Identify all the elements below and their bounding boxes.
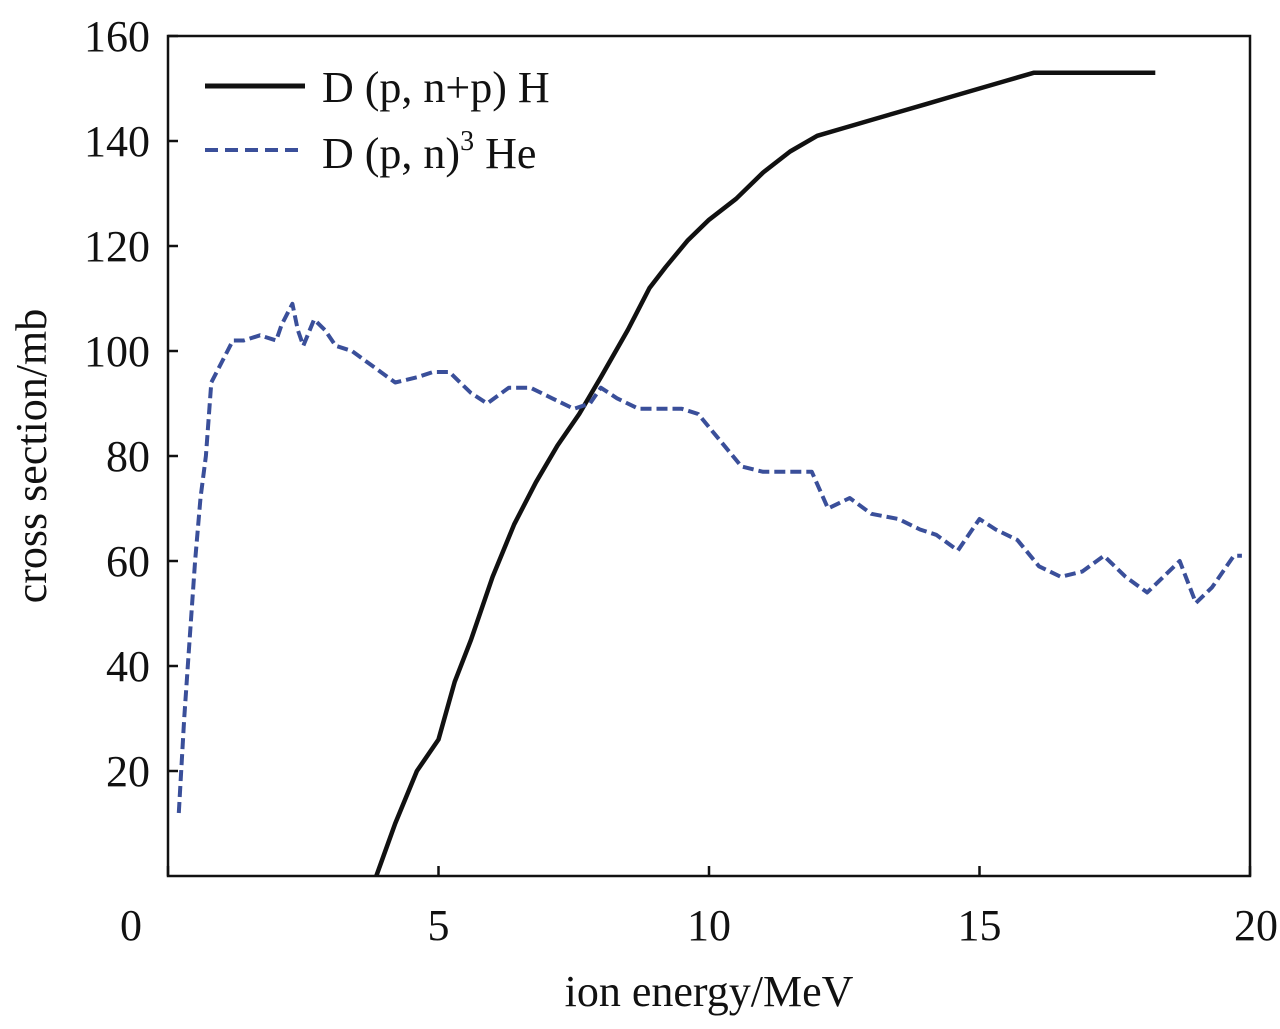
y-tick-label: 160 (84, 12, 150, 61)
y-tick-label: 100 (84, 327, 150, 376)
y-tick-label: 120 (84, 222, 150, 271)
x-axis-title: ion energy/MeV (565, 967, 854, 1016)
y-tick-label: 80 (106, 432, 150, 481)
y-tick-label: 140 (84, 117, 150, 166)
y-axis-title: cross section/mb (7, 309, 56, 604)
legend-label-d-p-np-h: D (p, n+p) H (322, 63, 550, 112)
x-tick-label: 5 (428, 901, 450, 950)
axis-ticks: 0 5 10 15 20 20 40 60 80 100 120 140 160 (84, 12, 1278, 950)
y-tick-label: 40 (106, 642, 150, 691)
x-tick-label: 15 (958, 901, 1002, 950)
series-line-d-p-n-3he (176, 301, 1242, 814)
x-tick-label: 0 (120, 901, 142, 950)
legend-label-d-p-n-3he: D (p, n)3 He (322, 126, 536, 178)
series-layer (176, 70, 1242, 877)
x-tick-label: 10 (687, 901, 731, 950)
legend: D (p, n+p) H D (p, n)3 He (205, 63, 550, 178)
x-tick-label: 20 (1234, 901, 1278, 950)
series-line-d-p-np-h (374, 70, 1156, 877)
y-tick-label: 20 (106, 747, 150, 796)
y-tick-label: 60 (106, 537, 150, 586)
